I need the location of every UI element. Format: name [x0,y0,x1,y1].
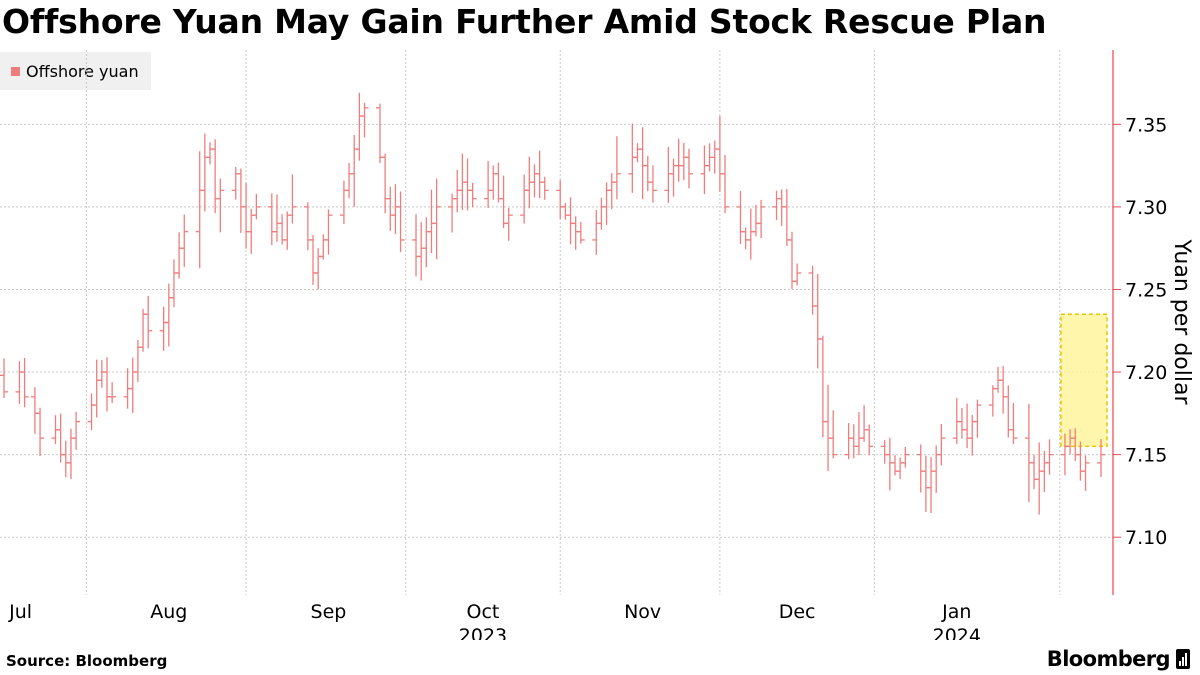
x-tick-label: Jan [941,601,971,623]
y-tick-label: 7.35 [1125,114,1167,136]
y-tick-label: 7.10 [1125,527,1167,549]
x-tick-label: Aug [150,601,187,623]
y-tick-label: 7.20 [1125,362,1167,384]
legend-swatch [11,66,20,76]
highlight-box [1060,313,1108,448]
x-year-label: 2023 [459,625,507,640]
bloomberg-logo: Bloomberg [1047,647,1190,671]
legend-label: Offshore yuan [26,61,139,81]
x-tick-label: Jul [8,601,32,623]
source-note: Source: Bloomberg [6,652,168,670]
brand-name: Bloomberg [1046,647,1171,671]
legend: Offshore yuan [0,52,151,90]
x-year-label: 2024 [933,625,981,640]
y-tick-label: 7.15 [1125,445,1167,467]
x-tick-label: Dec [779,601,816,623]
y-tick-label: 7.30 [1125,197,1167,219]
x-tick-label: Nov [624,601,661,623]
chart-plot: 7.10 7.15 7.20 7.25 7.30 7.35 Jul Aug Sep Oct Nov D… [0,50,1194,640]
ohlc-series [0,92,1105,515]
x-tick-label: Sep [311,601,347,623]
x-tick-label: Oct [467,601,500,623]
chart-title: Offshore Yuan May Gain Further Amid Stoc… [2,2,1047,41]
y-axis-label: Yuan per dollar [1169,239,1194,406]
y-tick-label: 7.25 [1125,279,1167,301]
terminal-icon [1176,649,1190,669]
